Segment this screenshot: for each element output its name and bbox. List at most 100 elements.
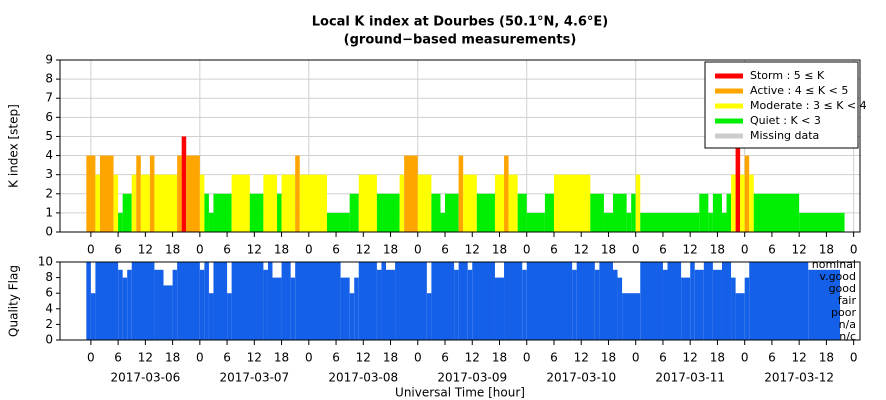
y-tick-label: 6 <box>45 110 53 124</box>
bar <box>721 212 727 232</box>
y-tick-label: 7 <box>45 91 53 105</box>
bar <box>358 174 377 232</box>
bar <box>431 193 441 232</box>
bar <box>712 193 722 232</box>
x-tick-label: 6 <box>332 243 340 257</box>
x-tick-label: 18 <box>165 351 180 365</box>
bar <box>749 262 809 340</box>
x-tick-label: 12 <box>683 243 698 257</box>
x-axis-label: Universal Time [hour] <box>395 386 525 400</box>
bar <box>494 277 505 340</box>
x-tick-label: 12 <box>247 351 262 365</box>
bar <box>640 212 700 232</box>
legend-label: Storm : 5 ≤ K <box>750 69 825 82</box>
bar <box>395 262 427 340</box>
y-axis-label: K index [step] <box>7 104 21 188</box>
quality-label: v.good <box>819 270 856 283</box>
y-tick-label: 4 <box>45 148 53 162</box>
x-tick-label: 12 <box>792 351 807 365</box>
x-tick-label: 0 <box>523 243 531 257</box>
x-tick-label: 0 <box>850 243 858 257</box>
bar <box>131 262 155 340</box>
legend-label: Moderate : 3 ≤ K < 4 <box>750 99 867 112</box>
bar <box>572 269 577 340</box>
bar <box>199 269 205 340</box>
date-label: 2017-03-09 <box>437 371 507 385</box>
quality-label: good <box>829 282 856 295</box>
bar <box>95 174 100 232</box>
bar <box>113 174 119 232</box>
bar <box>349 193 359 232</box>
bar <box>181 136 187 232</box>
bar <box>731 174 736 232</box>
x-tick-label: 18 <box>492 351 507 365</box>
plot-frame <box>59 59 861 233</box>
bar <box>599 262 614 340</box>
bar <box>508 174 518 232</box>
y-tick-label: 2 <box>45 317 53 331</box>
x-tick-label: 12 <box>465 351 480 365</box>
x-tick-label: 6 <box>768 243 776 257</box>
x-tick-label: 12 <box>356 243 371 257</box>
chart-subtitle: (ground−based measurements) <box>344 33 577 48</box>
bar <box>140 174 150 232</box>
bar <box>631 193 636 232</box>
bar <box>154 269 164 340</box>
y-tick-label: 1 <box>45 205 53 219</box>
bar <box>613 193 627 232</box>
x-tick-label: 6 <box>223 243 231 257</box>
x-tick-label: 12 <box>574 351 589 365</box>
bar <box>99 155 114 232</box>
y-tick-label: 3 <box>45 167 53 181</box>
bar <box>281 174 296 232</box>
x-tick-label: 6 <box>659 243 667 257</box>
quality-label: fair <box>838 294 857 307</box>
bar <box>399 174 405 232</box>
quality-label: nominal <box>812 258 856 271</box>
x-tick-label: 12 <box>138 351 153 365</box>
bar <box>472 262 495 340</box>
bar <box>635 174 641 232</box>
bar <box>299 174 327 232</box>
bar <box>799 212 845 232</box>
y-tick-label: 8 <box>45 270 53 284</box>
bar <box>740 174 745 232</box>
bar <box>699 193 709 232</box>
date-label: 2017-03-08 <box>328 371 398 385</box>
bar <box>522 269 527 340</box>
bar <box>576 262 595 340</box>
bar <box>526 262 573 340</box>
bar <box>204 262 209 340</box>
y-tick-label: 4 <box>45 301 53 315</box>
x-tick-label: 18 <box>383 243 398 257</box>
x-tick-label: 18 <box>492 243 507 257</box>
x-tick-label: 18 <box>601 351 616 365</box>
x-tick-label: 12 <box>683 351 698 365</box>
bar <box>376 269 382 340</box>
bar <box>172 269 178 340</box>
legend-label: Quiet : K < 3 <box>750 114 821 127</box>
bar <box>426 293 432 340</box>
bar <box>295 155 300 232</box>
bar <box>708 212 713 232</box>
bar <box>703 262 713 340</box>
bar <box>118 269 123 340</box>
x-tick-label: 12 <box>247 243 262 257</box>
x-tick-label: 0 <box>87 243 95 257</box>
bar <box>208 212 214 232</box>
bar <box>626 212 632 232</box>
quality-label: n/c <box>839 330 856 343</box>
bar <box>177 155 182 232</box>
bar <box>504 262 523 340</box>
bar <box>744 277 750 340</box>
chart-title: Local K index at Dourbes (50.1°N, 4.6°E) <box>312 15 609 30</box>
bar <box>326 212 350 232</box>
x-tick-label: 6 <box>550 351 558 365</box>
y-tick-label: 6 <box>45 286 53 300</box>
bar <box>90 293 96 340</box>
bar <box>199 174 205 232</box>
bar <box>544 193 554 232</box>
date-label: 2017-03-12 <box>764 371 834 385</box>
y-tick-label: 5 <box>45 129 53 143</box>
x-tick-label: 6 <box>114 351 122 365</box>
